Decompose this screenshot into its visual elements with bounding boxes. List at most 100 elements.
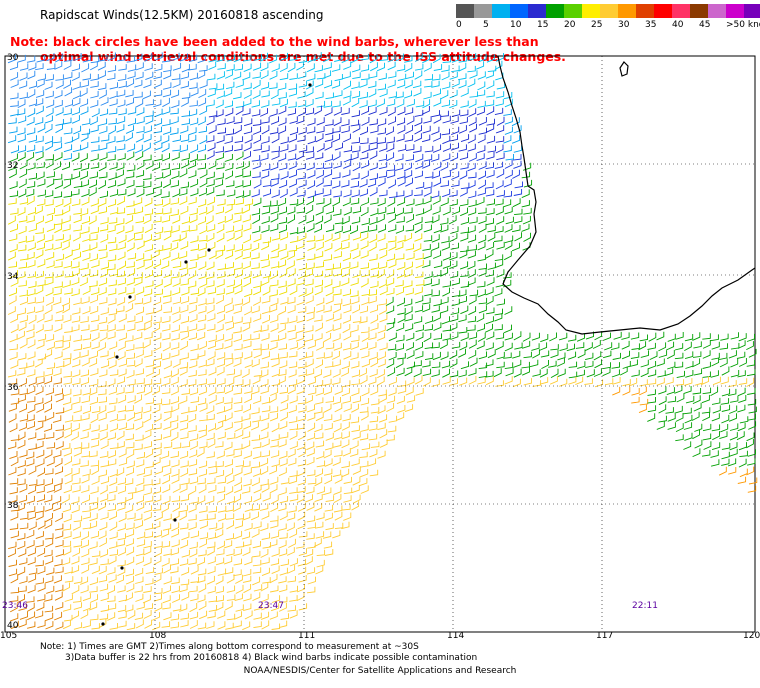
wind-barb bbox=[215, 152, 224, 161]
wind-barb bbox=[34, 610, 44, 619]
wind-barb bbox=[433, 333, 442, 340]
wind-barb bbox=[18, 603, 27, 611]
wind-barb bbox=[72, 547, 80, 557]
wind-barb bbox=[71, 171, 81, 180]
contamination-dot bbox=[101, 622, 105, 626]
wind-barb bbox=[241, 368, 250, 378]
wind-barb bbox=[422, 99, 431, 109]
wind-barb bbox=[208, 605, 218, 612]
wind-barb bbox=[133, 332, 143, 340]
wind-barb bbox=[693, 402, 702, 412]
wind-barb bbox=[621, 350, 630, 360]
colorbar-swatch bbox=[744, 4, 760, 18]
wind-barb bbox=[270, 298, 279, 307]
wind-barb bbox=[667, 396, 677, 403]
wind-barb bbox=[505, 154, 514, 161]
wind-barb bbox=[181, 549, 190, 558]
wind-barb bbox=[288, 101, 297, 108]
wind-barb bbox=[116, 207, 126, 215]
wind-barb bbox=[53, 377, 62, 385]
wind-barb bbox=[126, 151, 135, 161]
wind-barb bbox=[235, 574, 243, 584]
wind-barb bbox=[127, 512, 136, 520]
wind-barb bbox=[82, 306, 91, 315]
wind-barb bbox=[342, 343, 352, 351]
wind-barb bbox=[298, 448, 306, 458]
wind-barb bbox=[360, 250, 369, 259]
wind-barb bbox=[118, 620, 127, 628]
wind-barb bbox=[215, 206, 224, 215]
wind-barb bbox=[64, 429, 72, 439]
wind-barb bbox=[145, 110, 154, 118]
wind-barb bbox=[143, 134, 152, 143]
wind-barb bbox=[297, 340, 306, 350]
wind-barb bbox=[244, 359, 253, 369]
wind-barb bbox=[206, 414, 215, 421]
wind-barb bbox=[17, 330, 25, 340]
wind-barb bbox=[369, 234, 378, 244]
wind-barb bbox=[71, 496, 80, 505]
wind-barb bbox=[441, 128, 450, 136]
wind-barb bbox=[279, 403, 288, 412]
wind-barb bbox=[73, 335, 82, 342]
wind-barb bbox=[16, 503, 25, 512]
wind-barb bbox=[53, 191, 63, 199]
wind-barb bbox=[306, 215, 315, 224]
wind-barb bbox=[423, 91, 432, 100]
wind-barb bbox=[135, 495, 144, 504]
wind-barb bbox=[305, 107, 315, 116]
colorbar-swatch bbox=[474, 4, 492, 18]
wind-barb bbox=[271, 151, 280, 160]
wind-barb bbox=[34, 358, 43, 368]
wind-barb bbox=[145, 448, 154, 459]
wind-barb bbox=[323, 378, 332, 386]
wind-barb bbox=[45, 287, 54, 297]
wind-barb bbox=[224, 214, 233, 223]
wind-barb bbox=[413, 243, 422, 253]
wind-barb bbox=[152, 404, 161, 414]
wind-barb bbox=[260, 458, 269, 467]
wind-barb bbox=[73, 297, 82, 306]
wind-barb bbox=[163, 370, 172, 379]
wind-barb bbox=[269, 289, 278, 297]
wind-barb bbox=[316, 559, 325, 568]
wind-barb bbox=[161, 541, 171, 548]
wind-barb bbox=[55, 107, 64, 116]
wind-barb bbox=[107, 199, 117, 208]
wind-barb bbox=[225, 505, 234, 513]
wind-barb bbox=[306, 235, 316, 242]
wind-barb bbox=[46, 63, 56, 70]
wind-barb bbox=[145, 71, 154, 81]
wind-barb bbox=[306, 441, 315, 451]
wind-barb bbox=[108, 108, 118, 115]
wind-barb bbox=[252, 296, 261, 306]
wind-barb bbox=[486, 170, 495, 179]
wind-barb bbox=[36, 458, 45, 467]
wind-barb bbox=[395, 190, 405, 198]
wind-barb bbox=[403, 162, 412, 172]
wind-barb bbox=[35, 270, 44, 279]
wind-barb bbox=[334, 225, 343, 234]
wind-barb bbox=[270, 531, 280, 539]
wind-barb bbox=[746, 439, 754, 449]
wind-barb bbox=[458, 296, 467, 304]
wind-barb bbox=[224, 333, 233, 342]
wind-barb bbox=[162, 495, 171, 505]
wind-barb bbox=[153, 79, 162, 89]
wind-barb bbox=[26, 127, 36, 135]
wind-barb bbox=[233, 215, 242, 223]
wind-barb bbox=[504, 98, 513, 108]
wind-barb bbox=[27, 288, 36, 297]
wind-barb bbox=[108, 486, 118, 494]
wind-barb bbox=[17, 353, 27, 361]
wind-barb bbox=[297, 558, 306, 567]
wind-barb bbox=[233, 53, 242, 63]
wind-barb bbox=[478, 234, 487, 244]
wind-barb bbox=[55, 584, 64, 593]
colorbar-label: 25 bbox=[591, 20, 603, 30]
wind-barb bbox=[296, 116, 305, 125]
wind-barb bbox=[298, 107, 306, 117]
wind-barb bbox=[55, 549, 64, 558]
wind-barb bbox=[71, 359, 81, 368]
wind-barb bbox=[10, 434, 20, 442]
